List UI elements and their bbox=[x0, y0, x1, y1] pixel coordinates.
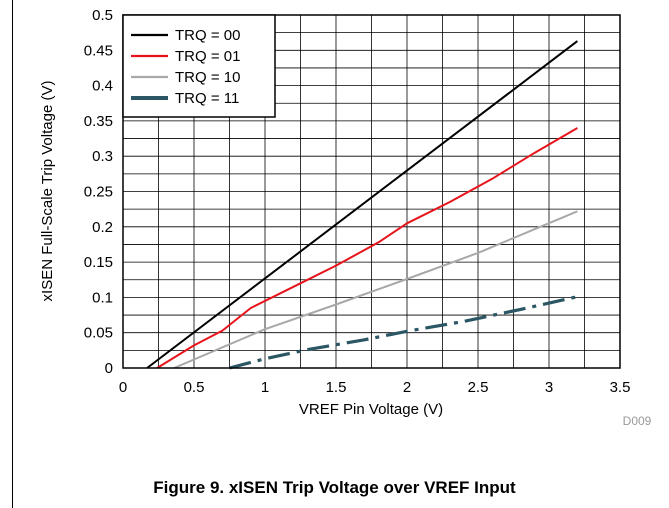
minor-grid bbox=[123, 15, 620, 368]
x-tick-label: 3 bbox=[545, 379, 553, 396]
y-tick-label: 0.3 bbox=[92, 148, 113, 165]
x-tick-label: 0 bbox=[119, 379, 127, 396]
x-tick-label: 1.5 bbox=[326, 379, 347, 396]
x-tick-label: 2.5 bbox=[468, 379, 489, 396]
y-tick-labels: 0 0.05 0.1 0.15 0.2 0.25 0.3 0.35 0.4 0.45 0.5 bbox=[84, 7, 113, 377]
y-tick-label: 0.25 bbox=[84, 184, 113, 201]
y-tick-label: 0.5 bbox=[92, 7, 113, 24]
x-tick-label: 0.5 bbox=[184, 379, 205, 396]
frame-left-border bbox=[12, 0, 13, 508]
x-axis-label: VREF Pin Voltage (V) bbox=[299, 401, 443, 418]
x-tick-label: 3.5 bbox=[610, 379, 631, 396]
series-line-0 bbox=[146, 40, 579, 369]
series-line-1 bbox=[156, 127, 578, 369]
y-tick-label: 0.45 bbox=[84, 42, 113, 59]
figure-caption: Figure 9. xISEN Trip Voltage over VREF I… bbox=[153, 478, 516, 497]
figure-id-annotation: D009 bbox=[623, 414, 652, 428]
series-line-2 bbox=[173, 210, 578, 369]
legend-label-2: TRQ = 10 bbox=[175, 69, 240, 86]
legend-label-3: TRQ = 11 bbox=[175, 90, 239, 107]
trip-voltage-chart: 0 0.5 1 1.5 2 2.5 3 3.5 00.050.10.150.20.250.30… bbox=[39, 7, 652, 428]
x-tick-labels: 0 0.5 1 1.5 2 2.5 3 3.5 bbox=[119, 379, 631, 396]
series-layer bbox=[146, 40, 579, 370]
legend-label-1: TRQ = 01 bbox=[175, 48, 240, 65]
series-line-3 bbox=[229, 295, 578, 370]
y-tick-label: 0.35 bbox=[84, 113, 113, 130]
legend: TRQ = 00 TRQ = 01 TRQ = 10 TRQ = 11 bbox=[122, 14, 276, 118]
y-tick-label: 0.2 bbox=[92, 219, 113, 236]
x-tick-label: 1 bbox=[261, 379, 269, 396]
y-tick-label: 0.1 bbox=[92, 289, 113, 306]
y-tick-label: 0.4 bbox=[92, 78, 113, 95]
x-tick-label: 2 bbox=[403, 379, 411, 396]
y-axis-label: xISEN Full-Scale Trip Voltage (V) bbox=[39, 81, 56, 302]
y-tick-label: 0 bbox=[105, 360, 113, 377]
plot-border bbox=[122, 14, 621, 369]
y-tick-label: 0.05 bbox=[84, 325, 113, 342]
legend-label-0: TRQ = 00 bbox=[175, 27, 240, 44]
y-tick-label: 0.15 bbox=[84, 254, 113, 271]
